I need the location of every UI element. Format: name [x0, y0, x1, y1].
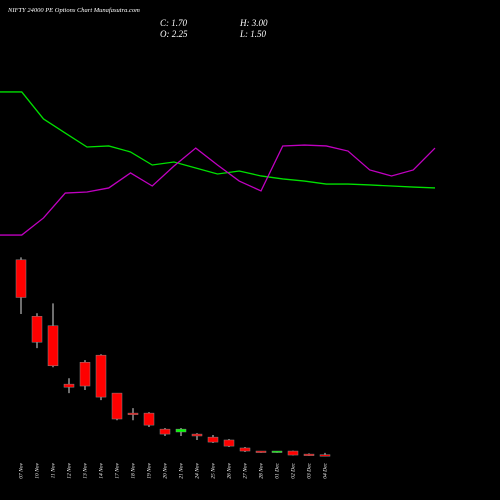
- candle-body: [47, 325, 59, 367]
- ohlc-close: C: 1.70: [160, 18, 188, 28]
- x-tick-label: 19 Nov: [146, 462, 152, 478]
- candle-body: [31, 316, 43, 343]
- ohlc-open: O: 2.25: [160, 29, 188, 39]
- x-tick-label: 12 Nov: [66, 462, 72, 478]
- candle-body: [255, 450, 267, 453]
- candle-body: [127, 412, 139, 415]
- x-tick-label: 04 Dec: [321, 462, 328, 478]
- x-tick-label: 24 Nov: [193, 462, 200, 478]
- candle-body: [15, 259, 27, 298]
- x-tick-label: 27 Nov: [242, 462, 248, 478]
- indicator-line: [0, 91, 436, 189]
- candle-body: [79, 361, 91, 387]
- candle-body: [111, 392, 123, 420]
- x-tick-label: 02 Dec: [290, 462, 296, 478]
- candle-body: [143, 412, 155, 426]
- candle-body: [175, 428, 187, 433]
- x-tick-label: 11 Nov: [50, 462, 56, 478]
- candle-body: [191, 433, 203, 437]
- x-tick-label: 07 Nov: [18, 462, 24, 478]
- ohlc-low: L: 1.50: [239, 29, 267, 39]
- x-tick-label: 14 Nov: [97, 462, 104, 478]
- x-tick-label: 28 Nov: [258, 462, 264, 478]
- candle-body: [207, 436, 219, 443]
- x-tick-label: 20 Nov: [162, 462, 168, 478]
- candle-body: [159, 428, 171, 435]
- x-tick-label: 10 Nov: [34, 462, 40, 478]
- candle-body: [303, 453, 315, 456]
- indicator-line: [0, 144, 436, 236]
- candle-body: [63, 383, 75, 388]
- candle-body: [319, 454, 331, 457]
- x-tick-label: 21 Nov: [178, 462, 184, 478]
- x-tick-label: 03 Dec: [306, 462, 312, 478]
- candle-body: [271, 450, 283, 453]
- candle-body: [287, 450, 299, 456]
- chart-title: NIFTY 24000 PE Options Chart Munafasutra…: [7, 7, 140, 14]
- x-tick-label: 13 Nov: [82, 462, 88, 478]
- x-tick-label: 17 Nov: [114, 462, 120, 478]
- candle-body: [95, 354, 107, 398]
- ohlc-high: H: 3.00: [239, 18, 268, 28]
- x-tick-label: 26 Nov: [226, 462, 232, 478]
- candle-body: [223, 439, 235, 447]
- candle-body: [239, 447, 251, 452]
- x-tick-label: 01 Dec: [274, 462, 280, 478]
- x-tick-label: 25 Nov: [210, 462, 216, 478]
- x-tick-label: 18 Nov: [130, 462, 136, 478]
